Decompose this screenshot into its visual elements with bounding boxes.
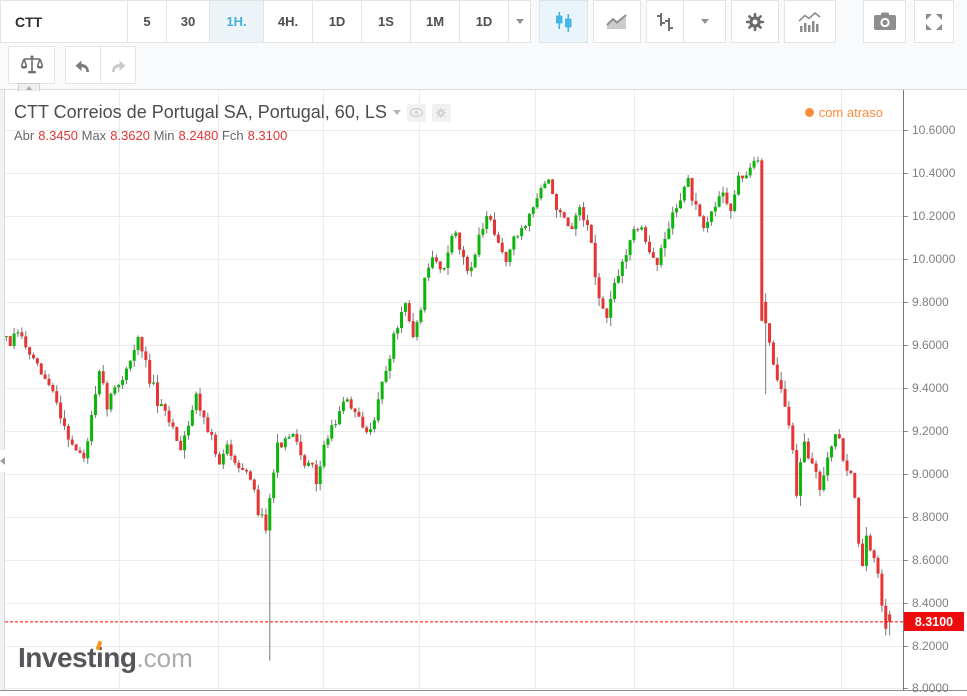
low-label: Min xyxy=(153,128,175,143)
drawing-toolbar-collapsed xyxy=(0,90,5,690)
interval-button-1m[interactable]: 1M xyxy=(410,0,460,43)
ohlc-bars-icon xyxy=(657,12,673,31)
gear-icon xyxy=(436,107,447,118)
interval-dropdown-button[interactable] xyxy=(508,0,531,43)
interval-button-1h[interactable]: 1H. xyxy=(209,0,264,43)
axis-tick-mark xyxy=(904,559,908,561)
interval-button-1s[interactable]: 1S xyxy=(361,0,411,43)
redo-arrow-icon xyxy=(112,60,126,72)
logo-accent-i: i xyxy=(95,642,104,673)
high-label: Max xyxy=(81,128,107,143)
chart-type-dropdown-button[interactable] xyxy=(683,0,726,43)
high-value: 8.3620 xyxy=(110,128,150,143)
close-value: 8.3100 xyxy=(247,128,288,143)
series-settings-button[interactable] xyxy=(431,103,451,122)
chevron-left-icon xyxy=(0,457,5,465)
axis-tick-mark xyxy=(904,430,908,432)
indicators-button[interactable] xyxy=(784,0,836,43)
chevron-down-icon[interactable] xyxy=(392,110,401,115)
investing-logo: Investing .com xyxy=(18,642,193,673)
candlestick-icon xyxy=(555,11,571,32)
price-axis-label: 9.6000 xyxy=(912,337,949,352)
price-axis-label: 10.2000 xyxy=(912,208,956,223)
axis-tick-mark xyxy=(904,344,908,346)
axis-tick-mark xyxy=(904,602,908,604)
chart-title[interactable]: CTT Correios de Portugal SA, Portugal, 6… xyxy=(14,102,387,122)
interval-button-1d[interactable]: 1D xyxy=(459,0,509,43)
redo-button[interactable] xyxy=(100,46,136,84)
undo-button[interactable] xyxy=(65,46,101,84)
axis-tick-mark xyxy=(904,645,908,647)
compare-button[interactable] xyxy=(8,46,55,84)
open-label: Abr xyxy=(14,128,35,143)
top-toolbar: CTT 5 30 1H. 4H. 1D 1S 1M 1D xyxy=(0,0,967,90)
snapshot-button[interactable] xyxy=(863,0,906,43)
price-axis-label: 8.8000 xyxy=(912,509,949,524)
axis-tick-mark xyxy=(904,172,908,174)
axis-tick-mark xyxy=(904,129,908,131)
chart-type-candles-button[interactable] xyxy=(539,0,588,43)
delayed-dot-icon xyxy=(804,108,814,117)
price-axis-label: 10.6000 xyxy=(912,122,956,137)
price-axis-label: 9.0000 xyxy=(912,466,949,481)
chart-canvas[interactable] xyxy=(0,90,903,691)
price-axis-label: 9.2000 xyxy=(912,423,949,438)
drawing-toolbar-handle[interactable] xyxy=(0,450,8,472)
interval-group: 5 30 1H. 4H. 1D 1S 1M 1D xyxy=(127,0,509,43)
indicators-icon xyxy=(798,11,821,32)
ohlc-values: Abr 8.3450 Max 8.3620 Min 8.2480 Fch 8.3100 xyxy=(14,128,451,143)
interval-button-5[interactable]: 5 xyxy=(127,0,167,43)
last-price-label: 8.3100 xyxy=(904,612,964,632)
interval-button-30[interactable]: 30 xyxy=(166,0,210,43)
chevron-down-icon xyxy=(515,19,524,24)
eye-icon xyxy=(409,108,423,117)
axis-tick-mark xyxy=(904,301,908,303)
price-axis-label: 8.2000 xyxy=(912,638,949,653)
toolbar-row-2 xyxy=(0,46,967,86)
interval-button-4h[interactable]: 4H. xyxy=(263,0,313,43)
fullscreen-button[interactable] xyxy=(914,0,954,43)
axis-tick-mark xyxy=(904,516,908,518)
price-axis[interactable]: 10.6000 10.4000 10.2000 10.0000 9.8000 9.6000… xyxy=(903,90,967,695)
chart-pane: CTT Correios de Portugal SA, Portugal, 6… xyxy=(0,90,967,696)
hide-series-button[interactable] xyxy=(406,103,426,122)
price-axis-label: 8.0000 xyxy=(912,681,949,696)
gear-icon xyxy=(745,12,765,31)
axis-tick-mark xyxy=(904,387,908,389)
price-axis-label: 8.4000 xyxy=(912,595,949,610)
price-axis-label: 10.4000 xyxy=(912,165,956,180)
price-axis-label: 9.8000 xyxy=(912,294,949,309)
toolbar-row-1: CTT 5 30 1H. 4H. 1D 1S 1M 1D xyxy=(0,0,967,44)
undo-arrow-icon xyxy=(75,60,89,72)
delayed-label: com atraso xyxy=(818,105,883,120)
time-axis-border xyxy=(0,690,967,691)
chart-legend: CTT Correios de Portugal SA, Portugal, 6… xyxy=(14,102,451,143)
camera-icon xyxy=(873,12,896,30)
chevron-down-icon xyxy=(700,19,709,24)
chart-type-bars-button[interactable] xyxy=(646,0,684,43)
axis-tick-mark xyxy=(904,688,908,690)
price-axis-label: 8.6000 xyxy=(912,552,949,567)
chart-type-area-button[interactable] xyxy=(593,0,641,43)
fullscreen-icon xyxy=(926,13,942,30)
axis-tick-mark xyxy=(904,473,908,475)
close-label: Fch xyxy=(221,128,244,143)
symbol-input[interactable]: CTT xyxy=(0,0,128,43)
axis-tick-mark xyxy=(904,258,908,260)
low-value: 8.2480 xyxy=(178,128,219,143)
axis-tick-mark xyxy=(904,215,908,217)
toolbar-collapse-handle[interactable] xyxy=(18,83,40,91)
interval-button-1d[interactable]: 1D xyxy=(312,0,362,43)
price-axis-label: 10.0000 xyxy=(912,251,956,266)
delayed-data-badge: com atraso xyxy=(804,105,883,120)
settings-button[interactable] xyxy=(731,0,779,43)
area-chart-icon xyxy=(606,13,627,29)
balance-scale-icon xyxy=(20,55,43,74)
chevron-up-icon xyxy=(26,85,32,90)
open-value: 8.3450 xyxy=(38,128,78,143)
price-axis-label: 9.4000 xyxy=(912,380,949,395)
